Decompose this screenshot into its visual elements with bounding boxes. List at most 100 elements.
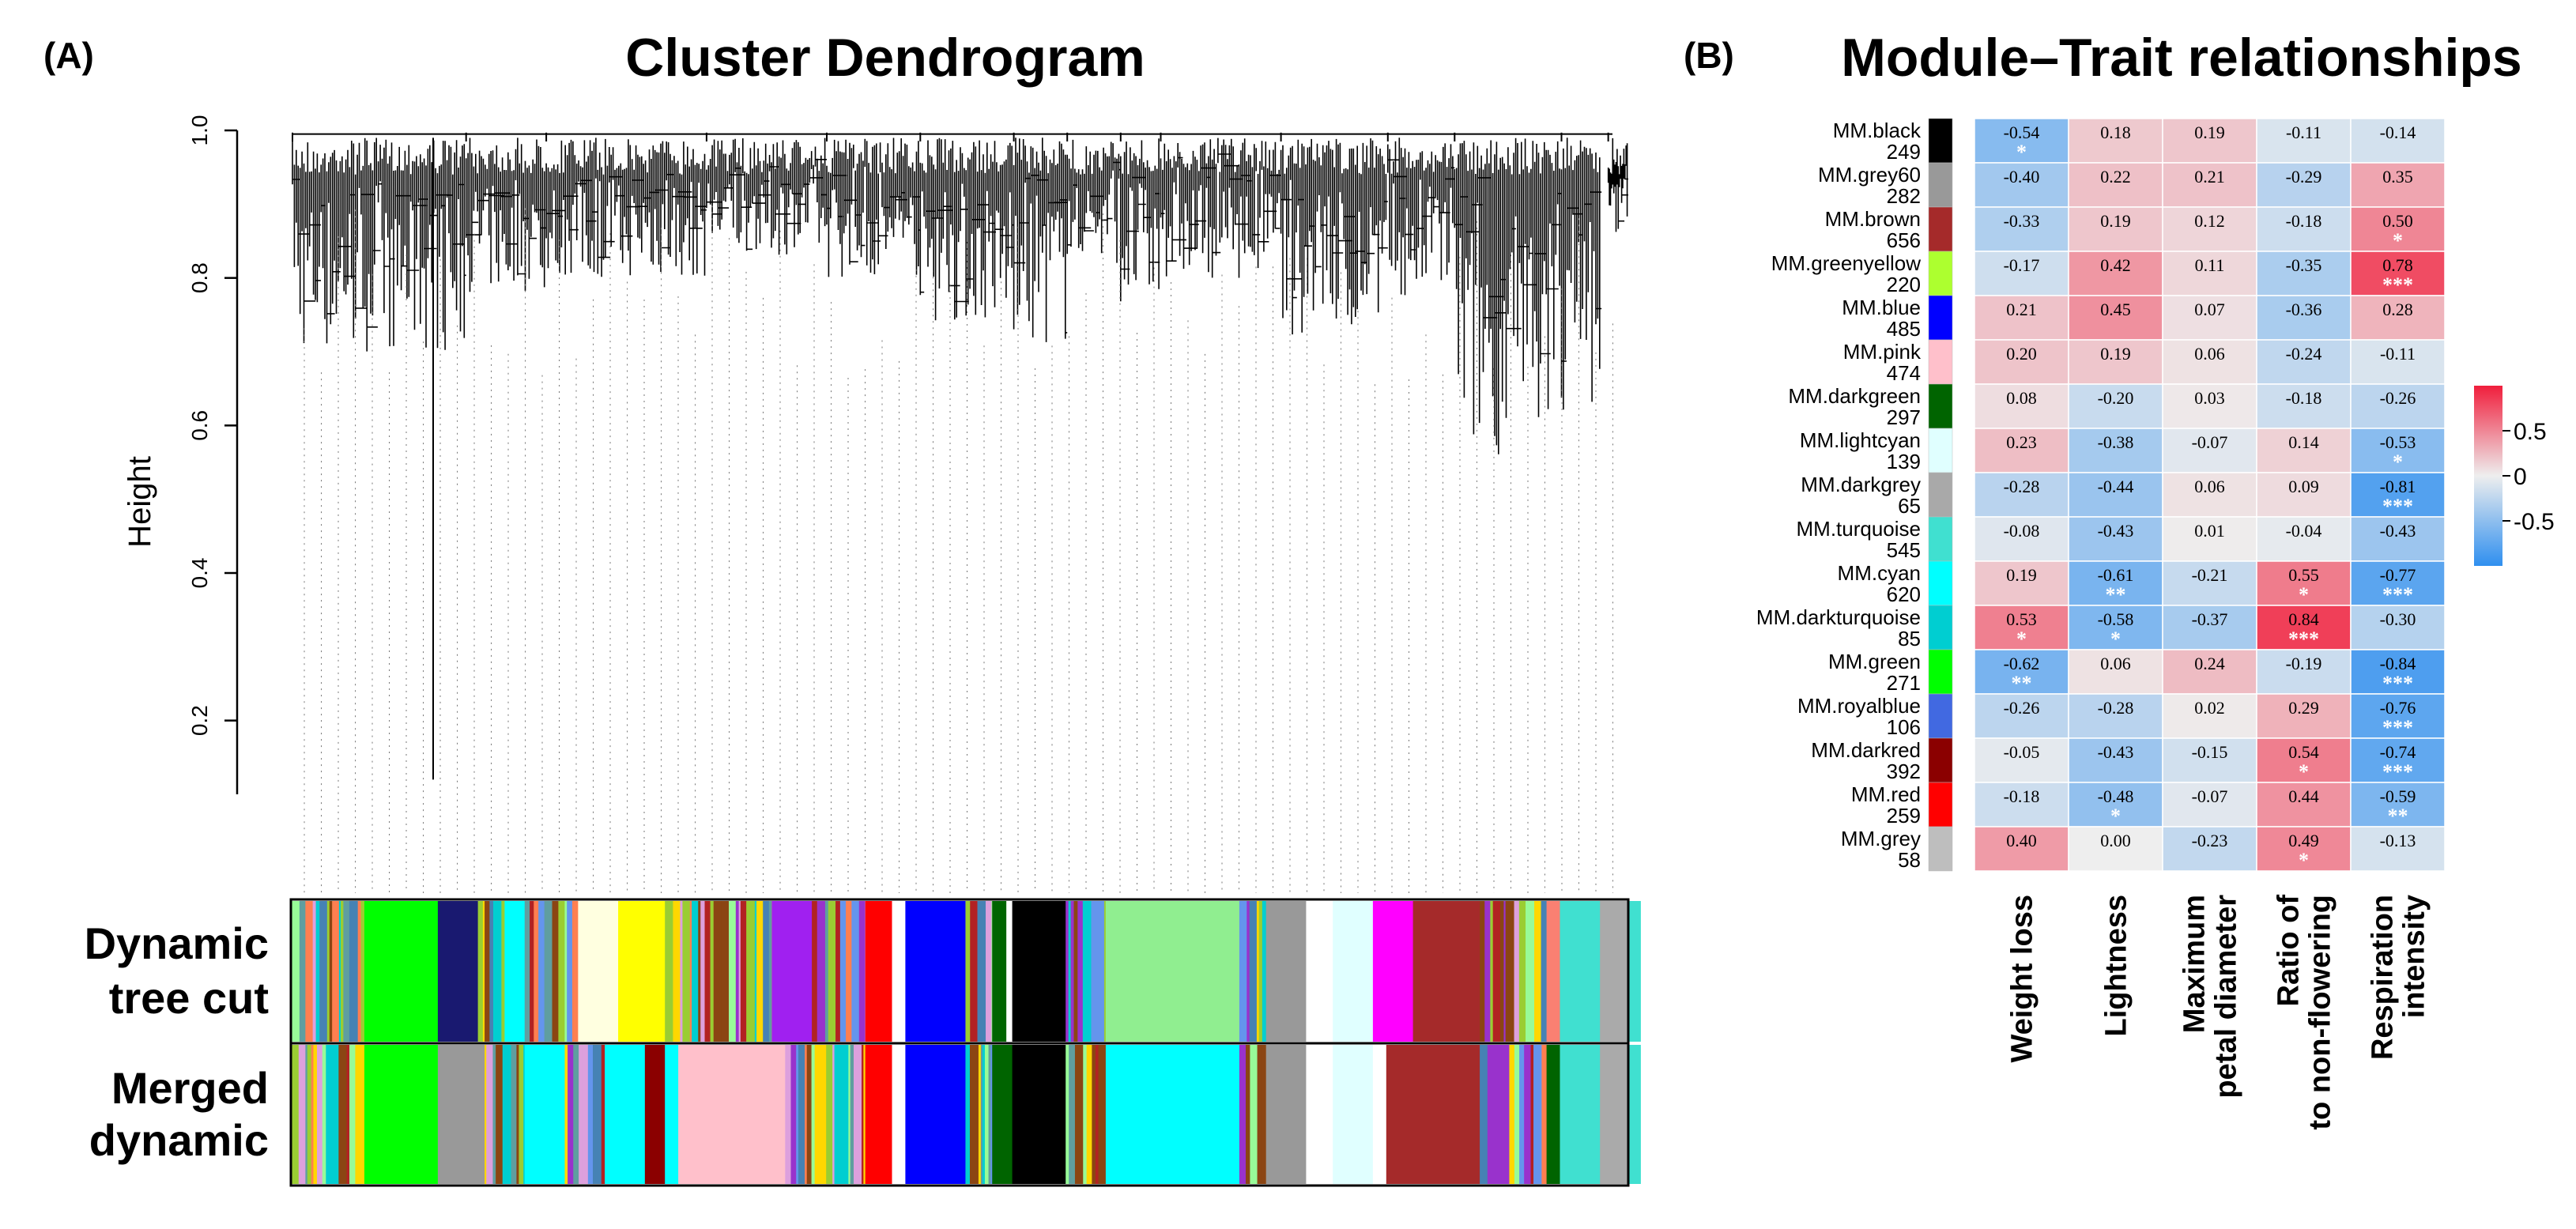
color-block [1412,901,1481,1042]
legend-tick-label: 0.5 [2514,419,2547,445]
heatmap-cell [2256,162,2352,208]
heatmap-cell [2350,339,2446,385]
color-block [618,901,666,1042]
cell-value-label: -0.08 [2004,521,2040,541]
module-name: MM.darkturquoise [1756,605,1921,629]
module-size: 545 [1887,538,1921,562]
heatmap-cell [1974,118,2069,164]
color-stripe [291,1045,300,1184]
cell-value-label: 0.12 [2194,211,2225,231]
color-stripe [534,901,539,1042]
color-stripe [798,1045,805,1184]
color-stripe [311,1045,315,1184]
color-stripe [511,1045,518,1184]
color-stripe [834,1045,842,1184]
module-swatch [1928,737,1953,783]
cell-value-label: 0.19 [2194,123,2225,142]
y-tick-label: 1.0 [187,115,212,146]
color-block [1546,901,1561,1042]
dendrogram-branch-bundle [545,138,707,277]
cell-value-label: -0.28 [2098,698,2134,718]
color-stripe [851,901,860,1042]
significance-stars: * [2299,760,2309,783]
color-block [1105,901,1240,1042]
color-stripe [754,901,757,1042]
module-size: 485 [1887,317,1921,341]
color-stripe [824,901,829,1042]
module-swatch [1928,162,1953,208]
color-block [992,901,1007,1042]
color-stripe [768,901,772,1042]
color-stripe [1492,901,1501,1042]
heatmap-cell [1974,560,2069,606]
dendrogram-cluster [1119,132,1160,302]
color-stripe [785,1045,792,1184]
heatmap-cell [2350,560,2446,606]
module-name: MM.lightcyan [1800,428,1921,452]
dendrogram-branch-bundle [706,138,827,255]
color-stripe [977,901,986,1042]
module-swatch [1928,560,1953,606]
cell-value-label: -0.07 [2192,432,2228,452]
cell-value-label: -0.17 [2004,255,2040,275]
significance-stars: ** [2012,672,2032,695]
dendrogram-cluster [1454,132,1562,454]
color-stripe [338,1045,348,1184]
cell-value-label: -0.40 [2004,167,2040,187]
cell-value-label: -0.15 [2192,742,2228,762]
heatmap-cell [2162,560,2257,606]
heatmap-cell [2162,428,2257,473]
color-block [1012,1045,1067,1184]
cell-value-label: 0.24 [2194,654,2225,673]
color-stripe [988,1045,991,1184]
module-swatch [1928,693,1953,739]
color-block [1265,1045,1307,1184]
heatmap-cell [2350,826,2446,872]
cell-value-label: -0.58 [2098,609,2134,629]
color-stripe [349,1045,356,1184]
cell-value-label: -0.43 [2098,742,2134,762]
cell-value-label: 0.02 [2194,698,2225,718]
color-stripe [486,1045,494,1184]
module-size: 139 [1887,450,1921,473]
trait-label: Ratio of [2272,895,2306,1007]
color-stripe [601,1045,605,1184]
color-stripe [826,1045,833,1184]
heatmap-cell [2256,118,2352,164]
color-stripe [501,901,505,1042]
module-name: MM.green [1828,650,1921,673]
heatmap-cell [2256,383,2352,429]
color-stripe [811,1045,816,1184]
color-stripe [729,901,737,1042]
cell-value-label: -0.35 [2286,255,2322,275]
color-stripe [1073,901,1078,1042]
color-block [364,1045,439,1184]
color-stripe [1247,901,1250,1042]
module-swatch [1928,339,1953,385]
color-stripe [316,1045,323,1184]
color-stripe [990,1045,993,1184]
color-block [437,901,479,1042]
module-size: 474 [1887,361,1921,385]
color-stripe [530,901,534,1042]
color-stripe [982,1045,986,1184]
color-stripe [1074,1045,1084,1184]
module-swatch [1928,649,1953,695]
dendrogram-branch-bundle [465,138,547,292]
module-size: 85 [1898,627,1921,650]
cell-value-label: -0.61 [2098,565,2134,585]
color-stripe [593,1045,602,1184]
y-tick-label: 0.4 [187,558,212,589]
cell-value-label: 0.06 [2100,654,2131,673]
color-stripe [492,1045,496,1184]
legend-tick-label: -0.5 [2514,509,2555,535]
significance-stars: * [2110,628,2121,650]
cell-value-label: -0.18 [2286,388,2322,408]
color-stripe [357,901,362,1042]
cell-value-label: -0.21 [2192,565,2228,585]
color-stripe [735,901,740,1042]
color-stripe [298,1045,306,1184]
dendrogram-cluster [1560,132,1602,410]
heatmap-cell [1974,649,2069,695]
color-block [578,901,620,1042]
